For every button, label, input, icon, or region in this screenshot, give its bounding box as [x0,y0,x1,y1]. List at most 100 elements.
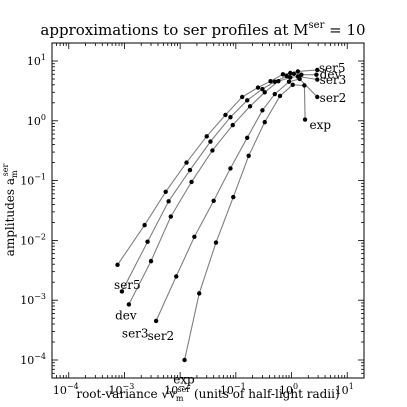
data-point-exp [262,119,267,125]
data-point-ser3 [276,78,281,84]
series-annotation-ser5: ser5 [114,278,141,292]
data-point-ser5 [142,222,147,228]
data-point-exp [302,117,308,122]
x-tick-label: 10−4 [53,382,79,397]
data-point-exp [290,82,295,87]
data-point-ser2 [315,94,320,100]
data-point-ser2 [174,274,179,279]
data-point-ser3 [262,90,267,95]
data-point-ser5 [268,78,273,84]
data-point-ser2 [272,91,277,97]
data-point-exp [277,93,283,99]
series-label-ser3: ser3 [320,73,347,87]
data-point-dev [245,98,250,103]
title-main: approximations to ser profiles at M [40,21,308,39]
data-point-dev [187,167,193,173]
series-label-dev: dev [320,68,342,82]
x-tick-label: 10−1 [220,382,246,397]
data-point-ser5 [184,160,189,165]
y-tick-label: 10−2 [20,232,46,247]
data-point-exp [213,240,219,245]
title-sup: ser [309,20,325,31]
series-line-exp [184,84,306,361]
data-point-exp [302,83,307,88]
data-point-ser3 [189,179,194,185]
data-point-dev [208,139,213,144]
data-point-ser3 [126,302,132,307]
data-point-dev [260,86,265,92]
chart-title: approximations to ser profiles at Mser =… [40,20,365,39]
axis-ticks: 10−4 10−3 10−2 10−1 100 101 10−4 10−3 10−2 10−1 10… [20,42,365,397]
data-point-ser2 [260,108,265,113]
series-annotation-ser2: ser2 [148,329,175,343]
x-tick-label: 100 [279,382,298,397]
data-point-ser2 [211,198,216,203]
ylabel-sup: ser [1,164,10,177]
series-line-ser3 [128,75,318,305]
data-point-ser5 [163,189,168,194]
svg-text:approximations to ser profiles: approximations to ser profiles at Mser =… [40,20,365,39]
series-points [115,67,320,363]
data-point-ser2 [297,76,302,82]
x-tick-label: 10−3 [109,382,135,397]
series-annotation-dev: dev [115,309,137,323]
series-annotation-exp: exp [173,373,195,387]
data-point-dev [166,199,171,204]
series-label-ser2: ser2 [320,91,347,105]
data-point-ser5 [239,94,245,100]
data-point-ser3 [288,75,293,80]
data-point-dev [228,114,233,120]
y-tick-label: 100 [27,113,46,128]
ylabel-main: amplitudes a [3,178,17,256]
series-label-ser5: ser5 [319,61,346,75]
xlabel-main: root-variance √v [76,387,176,401]
data-point-ser5 [115,262,120,268]
xlabel-tail: (units of half-light radii) [190,387,340,401]
svg-text:amplitudes amser: amplitudes amser [1,164,19,257]
y-tick-label: 10−4 [20,352,46,367]
data-point-dev [291,71,297,77]
plot-frame [51,42,365,379]
data-point-dev [299,72,304,77]
data-point-dev [272,79,277,84]
data-point-dev [119,289,125,294]
series-annotation-ser3: ser3 [122,326,149,340]
series-line-dev [121,73,317,292]
data-point-exp [197,291,202,296]
data-point-ser5 [295,69,301,74]
data-point-ser2 [245,135,250,140]
data-point-ser3 [247,104,253,109]
y-axis-label: amplitudes amser [1,164,19,257]
ylabel-sub: m [10,170,19,178]
series-lines [117,69,318,361]
data-point-exp [231,194,236,200]
xlabel-sup: ser [177,385,190,394]
data-point-ser5 [280,72,286,77]
svg-text:root-variance √vmser (units of: root-variance √vmser (units of half-ligh… [76,385,339,403]
xlabel-sub: m [176,394,184,403]
data-point-dev [314,72,319,77]
data-point-ser3 [148,258,154,264]
data-point-ser2 [192,234,197,239]
data-point-dev [284,73,289,79]
data-point-ser3 [315,77,320,82]
data-point-exp [246,153,251,158]
data-point-ser5 [315,67,320,73]
data-point-ser5 [204,134,209,139]
data-point-ser5 [255,85,261,90]
data-point-ser3 [168,214,174,219]
x-tick-label: 10−2 [164,382,190,397]
data-point-ser2 [153,318,159,324]
data-point-ser2 [228,166,233,171]
data-point-ser3 [230,122,235,128]
data-point-ser5 [288,70,293,76]
data-point-dev [145,239,150,244]
y-tick-label: 10−3 [20,292,46,307]
data-point-ser3 [210,148,215,153]
title-tail: = 10 [324,21,365,39]
data-point-exp [182,357,187,363]
data-point-ser5 [223,112,228,118]
series-line-ser5 [117,69,318,266]
